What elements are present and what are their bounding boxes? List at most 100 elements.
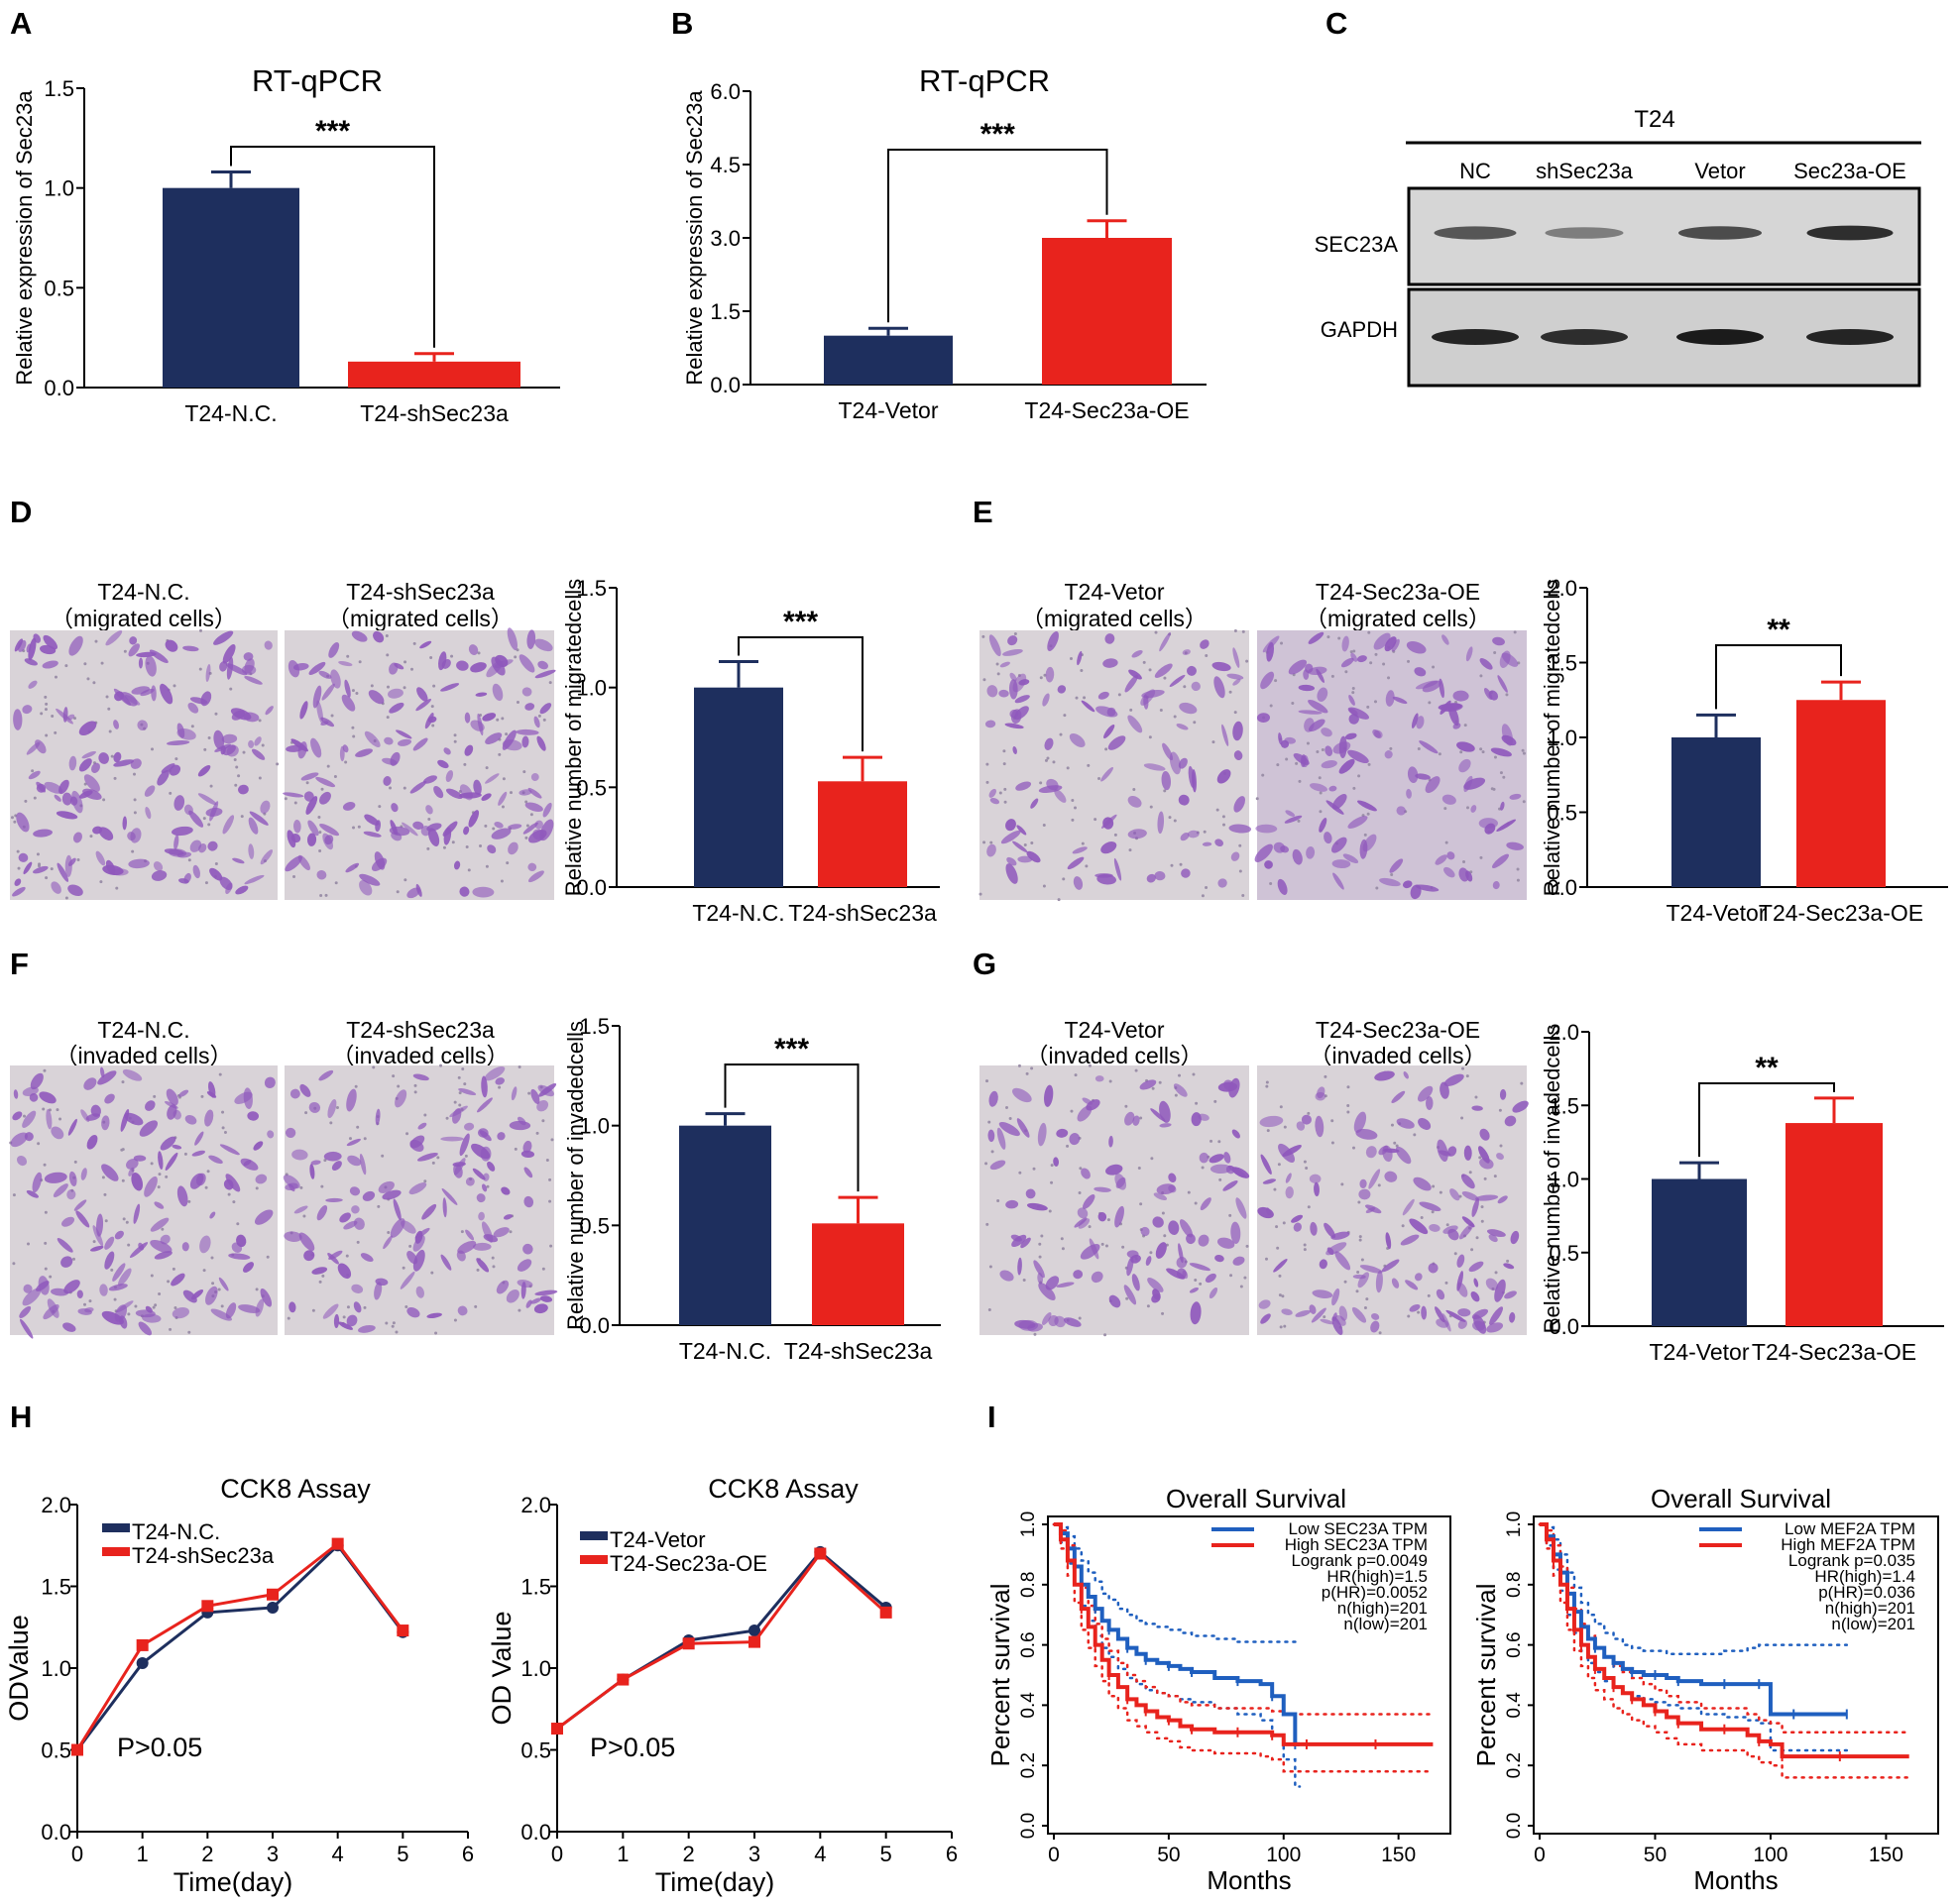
stained-cell — [1461, 1191, 1480, 1201]
membrane-pore — [1480, 1219, 1484, 1223]
stained-cell — [1315, 1115, 1325, 1138]
membrane-pore — [258, 719, 262, 723]
membrane-pore — [479, 843, 483, 847]
y-axis-label: OD Value — [487, 1611, 517, 1725]
stained-cell — [1347, 816, 1368, 829]
membrane-pore — [1241, 894, 1245, 898]
stained-cell — [167, 1104, 177, 1120]
membrane-pore — [996, 672, 1000, 676]
stained-cell — [91, 762, 100, 773]
membrane-pore — [1432, 1184, 1436, 1188]
stained-cell — [530, 772, 539, 781]
membrane-pore — [491, 1256, 495, 1260]
membrane-pore — [1463, 724, 1467, 728]
survival-curve-0 — [1054, 1522, 1300, 1746]
stained-cell — [36, 1281, 50, 1291]
membrane-pore — [1459, 750, 1463, 754]
membrane-pore — [233, 757, 237, 761]
stained-cell — [449, 1105, 468, 1118]
membrane-pore — [412, 641, 416, 645]
membrane-pore — [1195, 1101, 1199, 1105]
significance-label: *** — [774, 1033, 809, 1065]
stained-cell — [477, 1097, 493, 1113]
membrane-pore — [1378, 1331, 1382, 1335]
wb-band — [1541, 329, 1628, 345]
stained-cell — [1331, 1288, 1340, 1306]
y-tick-label: 0.2 — [1018, 1752, 1039, 1778]
membrane-pore — [1358, 1238, 1362, 1242]
stained-cell — [1445, 1309, 1466, 1322]
stained-cell — [1074, 1217, 1088, 1228]
membrane-pore — [1080, 668, 1084, 672]
stained-cell — [151, 870, 168, 881]
stained-cell — [1280, 739, 1290, 748]
stained-cell — [390, 820, 399, 836]
stained-cell — [1255, 824, 1278, 834]
stained-cell — [1486, 1322, 1504, 1333]
stained-cell — [1501, 734, 1517, 746]
stained-cell — [472, 886, 495, 898]
stained-cell — [1053, 1157, 1060, 1167]
membrane-pore — [1002, 762, 1006, 766]
membrane-pore — [110, 754, 114, 758]
membrane-pore — [1337, 636, 1341, 640]
stained-cell — [1100, 766, 1113, 782]
x-tick-label: 0 — [1048, 1844, 1060, 1866]
stained-cell — [1108, 1294, 1121, 1308]
stained-cell — [412, 737, 428, 751]
membrane-pore — [1344, 670, 1348, 674]
membrane-pore — [1233, 629, 1237, 633]
stained-cell — [1470, 1290, 1480, 1302]
stained-cell — [101, 1164, 119, 1181]
stained-cell — [228, 1253, 251, 1260]
stained-cell — [1190, 1301, 1202, 1325]
stained-cell — [1285, 1173, 1292, 1183]
stained-cell — [318, 670, 332, 679]
stained-cell — [453, 860, 461, 870]
membrane-pore — [44, 708, 48, 712]
stained-cell — [1509, 793, 1522, 800]
membrane-pore — [501, 805, 505, 809]
membrane-pore — [345, 1254, 349, 1258]
membrane-pore — [172, 1267, 175, 1271]
x-tick-label: 5 — [397, 1842, 408, 1866]
membrane-pore — [127, 1312, 131, 1316]
stained-cell — [464, 712, 471, 724]
membrane-pore — [287, 1316, 290, 1320]
stained-cell — [1471, 1105, 1483, 1111]
bar-t24-sec23a-oe — [1042, 238, 1172, 385]
membrane-pore — [131, 849, 135, 853]
chart-title: Overall Survival — [1651, 1484, 1831, 1513]
membrane-pore — [335, 1105, 339, 1109]
membrane-pore — [37, 864, 41, 868]
membrane-pore — [427, 818, 431, 822]
membrane-pore — [1142, 660, 1146, 664]
membrane-pore — [1179, 862, 1183, 866]
stained-cell — [1012, 745, 1017, 755]
stained-cell — [1233, 796, 1245, 813]
membrane-pore — [1279, 1105, 1283, 1109]
stained-cell — [72, 832, 82, 843]
category-label: T24-shSec23a — [788, 900, 937, 926]
membrane-pore — [985, 1222, 989, 1226]
stained-cell — [1054, 789, 1067, 803]
membrane-pore — [12, 1193, 16, 1197]
significance-bracket — [230, 146, 435, 348]
membrane-pore — [1297, 819, 1301, 823]
y-tick-label: 1.0 — [1547, 726, 1577, 750]
stained-cell — [165, 639, 178, 652]
stained-cell — [183, 872, 191, 883]
membrane-pore — [83, 662, 87, 666]
membrane-pore — [1023, 843, 1027, 847]
stained-cell — [1497, 675, 1508, 693]
stained-cell — [1391, 1278, 1400, 1288]
membrane-pore — [304, 1111, 308, 1115]
membrane-pore — [232, 1200, 236, 1204]
membrane-pore — [1158, 1080, 1162, 1084]
stained-cell — [1077, 1207, 1089, 1219]
stained-cell — [1231, 1129, 1240, 1139]
membrane-pore — [1052, 760, 1056, 764]
membrane-pore — [100, 661, 104, 665]
stained-cell — [363, 831, 382, 838]
y-tick-label: 1.5 — [520, 1575, 551, 1600]
